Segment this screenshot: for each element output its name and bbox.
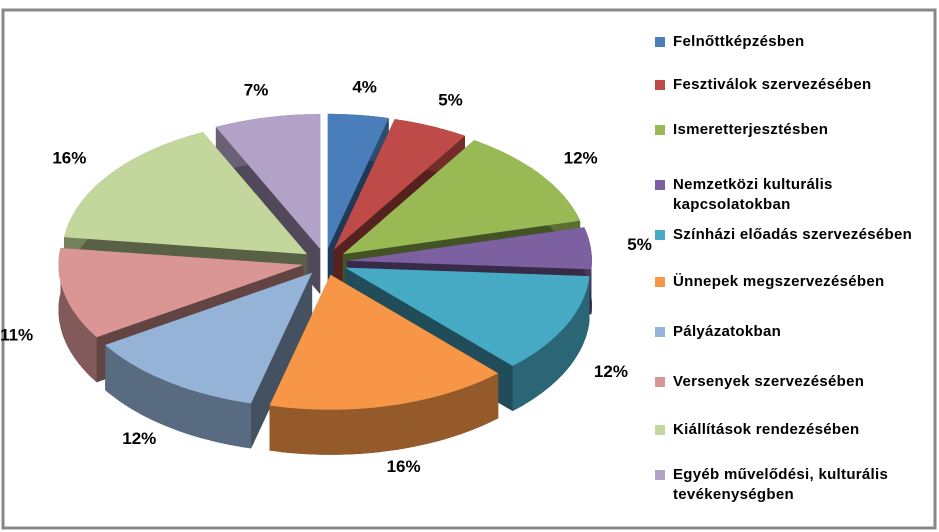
slice-top <box>64 132 308 255</box>
data-label: 4% <box>352 78 377 97</box>
legend-label: Egyéb művelődési, kulturális tevékenység… <box>673 466 889 503</box>
legend-item: Ünnepek megszervezésében <box>655 272 935 292</box>
legend-swatch <box>655 377 665 387</box>
legend-item: Pályázatokban <box>655 322 935 342</box>
legend-swatch <box>655 327 665 337</box>
legend-label: Felnőttképzésben <box>673 33 805 50</box>
legend-swatch <box>655 125 665 135</box>
legend-label: Pályázatokban <box>673 323 782 340</box>
slice-top <box>105 272 313 404</box>
legend-item: Kiállítások rendezésében <box>655 420 935 440</box>
legend-label: Fesztiválok szervezésében <box>673 76 872 93</box>
legend-swatch <box>655 277 665 287</box>
slice-top <box>333 119 465 250</box>
data-label: 5% <box>627 235 652 254</box>
slice-wall <box>269 373 499 455</box>
data-label: 7% <box>244 81 269 100</box>
slice-wall <box>58 248 97 383</box>
legend-item: Fesztiválok szervezésében <box>655 75 935 95</box>
legend-swatch <box>655 425 665 435</box>
legend-swatch <box>655 180 665 190</box>
legend-item: Versenyek szervezésében <box>655 372 935 392</box>
legend-item: Ismeretterjesztésben <box>655 120 935 140</box>
legend-item: Felnőttképzésben <box>655 32 935 52</box>
data-label: 16% <box>52 149 86 168</box>
legend-label: Nemzetközi kulturális kapcsolatokban <box>673 176 833 213</box>
data-label: 12% <box>122 429 156 448</box>
pie-slice <box>269 274 499 455</box>
data-label: 12% <box>594 362 628 381</box>
legend-swatch <box>655 230 665 240</box>
legend-label: Versenyek szervezésében <box>673 373 865 390</box>
slice-top <box>58 248 304 338</box>
legend-item: Színházi előadás szervezésében <box>655 225 935 245</box>
legend-label: Ünnepek megszervezésében <box>673 273 885 290</box>
slice-top <box>342 140 581 255</box>
pie-slice <box>105 272 313 449</box>
data-label: 12% <box>564 149 598 168</box>
slice-top <box>327 113 389 249</box>
slice-wall <box>512 276 590 411</box>
data-label: 11% <box>0 326 33 345</box>
slice-top <box>346 227 592 270</box>
slice-top <box>344 267 590 366</box>
legend-label: Kiállítások rendezésében <box>673 421 860 438</box>
slice-wall <box>105 345 252 449</box>
slice-top <box>269 274 499 410</box>
legend-swatch <box>655 37 665 47</box>
legend-label: Színházi előadás szervezésében <box>673 226 913 243</box>
legend-item: Nemzetközi kulturális kapcsolatokban <box>655 175 935 215</box>
legend-swatch <box>655 80 665 90</box>
slice-top <box>215 114 321 250</box>
legend-item: Egyéb művelődési, kulturális tevékenység… <box>655 465 935 505</box>
legend-swatch <box>655 470 665 480</box>
data-label: 16% <box>387 457 421 476</box>
legend-label: Ismeretterjesztésben <box>673 121 829 138</box>
data-label: 5% <box>438 91 463 110</box>
